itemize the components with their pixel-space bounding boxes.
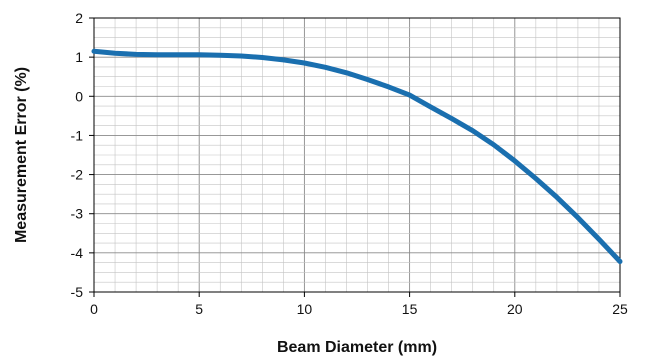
x-tick-label: 20 [507,301,523,317]
series-layer [91,48,623,264]
x-tick-label: 0 [90,301,98,317]
y-tick-label: 1 [75,49,83,65]
x-axis-title: Beam Diameter (mm) [277,339,437,356]
x-tick-label: 5 [195,301,203,317]
y-axis-title: Measurement Error (%) [13,67,30,243]
grid [93,17,621,293]
x-tick-label: 15 [402,301,418,317]
y-tick-label: -1 [71,127,84,143]
x-tick-label: 25 [612,301,628,317]
y-tick-label: 0 [75,88,83,104]
series-line [91,48,623,264]
plot-frame [93,17,621,293]
y-tick-label: -5 [71,284,84,300]
x-tick-label: 10 [297,301,313,317]
y-tick-label: -2 [71,167,84,183]
y-tick-label: -3 [71,206,84,222]
y-tick-label: 2 [75,10,83,26]
y-tick-label: -4 [71,245,84,261]
